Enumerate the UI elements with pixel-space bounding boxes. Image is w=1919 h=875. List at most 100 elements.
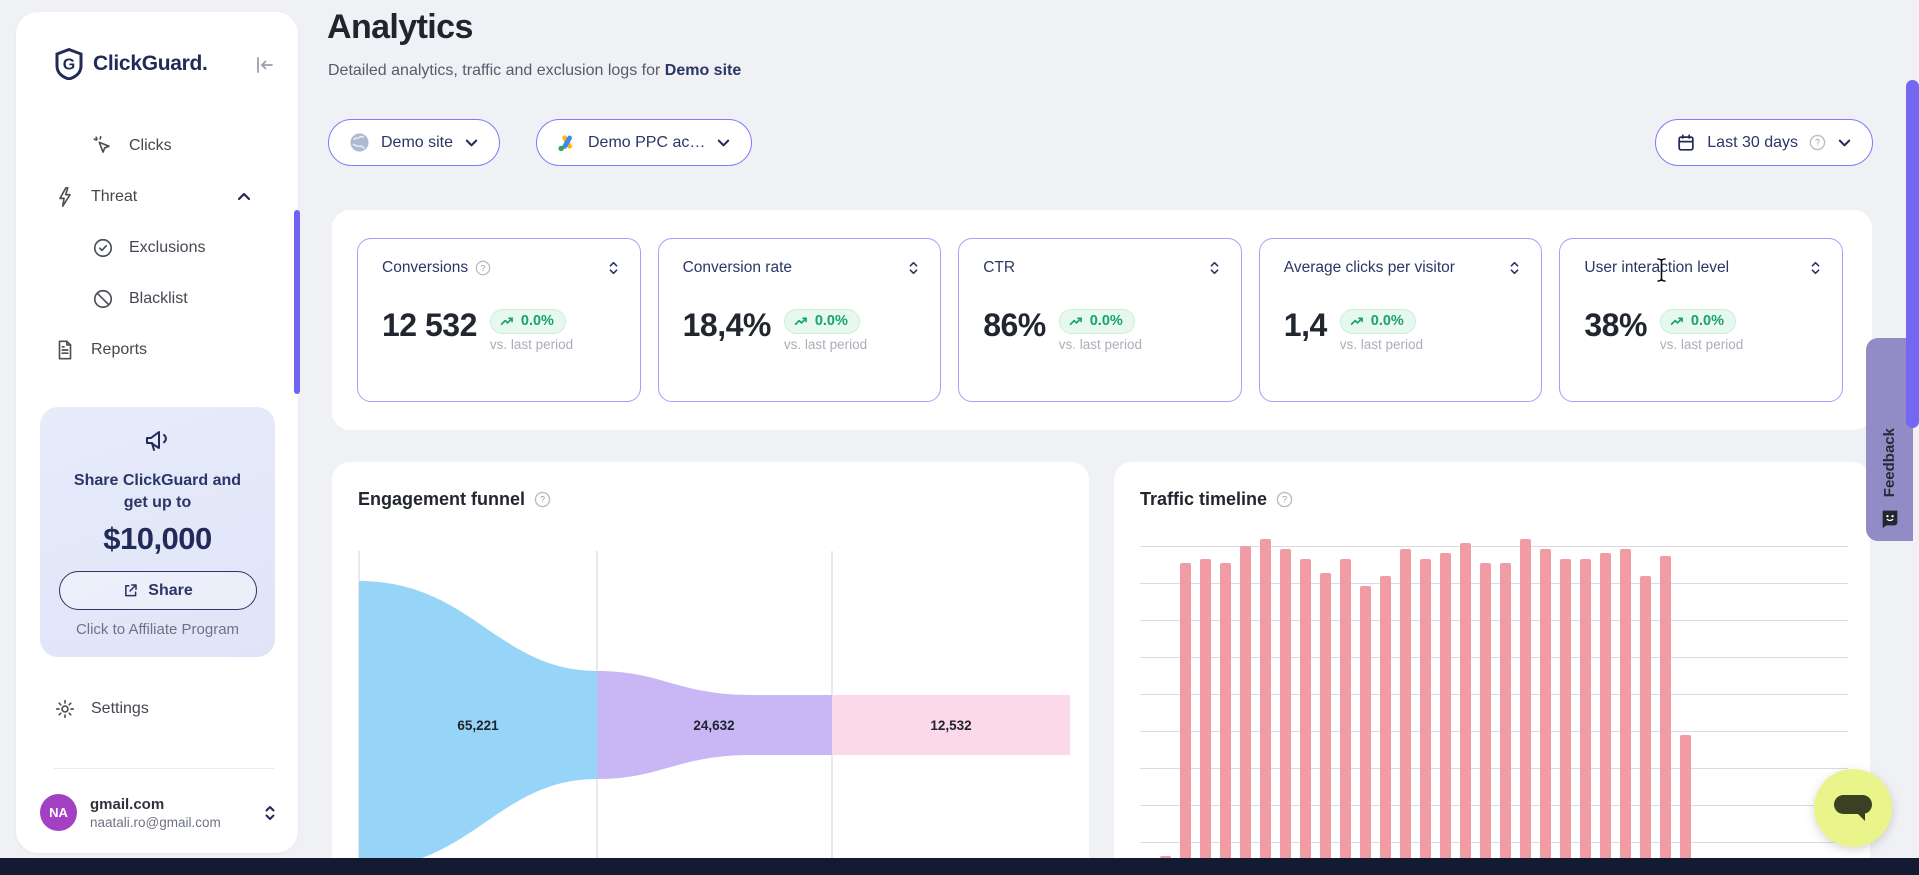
svg-text:G: G (63, 57, 75, 74)
account-switcher[interactable]: NA gmail.com naatali.ro@gmail.com (40, 794, 278, 831)
site-filter-dropdown[interactable]: Demo site (328, 119, 501, 166)
kpi-label: Conversions (382, 259, 469, 276)
chart-title: Engagement funnel (358, 489, 526, 509)
kpi-compare: vs. last period (489, 337, 574, 352)
sidebar-scroll-indicator[interactable] (294, 210, 300, 394)
user-email: naatali.ro@gmail.com (90, 814, 221, 830)
svg-text:?: ? (1282, 495, 1287, 505)
help-icon[interactable]: ? (475, 260, 491, 276)
trend-up-icon (1670, 316, 1685, 327)
svg-text:?: ? (1815, 138, 1820, 148)
metric-selector-icon[interactable] (907, 260, 920, 276)
sidebar: G ClickGuard. Clicks (16, 12, 300, 853)
gridline (1140, 583, 1848, 584)
engagement-funnel-card: Engagement funnel ? 65,221 24,632 12,532 (332, 462, 1089, 875)
chevron-up-icon[interactable] (236, 189, 252, 205)
funnel-segment-1[interactable] (359, 581, 597, 869)
kpi-value: 18,4% (682, 307, 772, 343)
funnel-chart: 65,221 24,632 12,532 (358, 551, 1070, 875)
share-button[interactable]: Share (58, 571, 257, 611)
kpi-compare: vs. last period (1659, 337, 1744, 352)
globe-icon (349, 132, 370, 153)
kpi-value: 86% (983, 307, 1046, 343)
traffic-bar (1300, 559, 1311, 875)
clickguard-shield-icon: G (54, 48, 84, 80)
sidebar-collapse-icon[interactable] (252, 52, 278, 78)
kpi-value: 38% (1584, 307, 1647, 343)
text-cursor (1656, 257, 1667, 283)
traffic-bar (1400, 549, 1411, 875)
metric-selector-icon[interactable] (1508, 260, 1521, 276)
promo-text: Share ClickGuard and get up to (73, 472, 242, 511)
chat-launcher-button[interactable] (1814, 769, 1892, 847)
sidebar-item-blacklist[interactable]: Blacklist (16, 273, 298, 324)
metric-selector-icon[interactable] (1208, 260, 1221, 276)
change-badge: 0.0% (1058, 309, 1135, 334)
ppc-account-value: Demo PPC ac… (588, 133, 706, 151)
gridline (1140, 842, 1848, 843)
sidebar-item-exclusions[interactable]: Exclusions (16, 222, 298, 273)
help-icon[interactable]: ? (1276, 491, 1293, 508)
traffic-bar (1460, 542, 1471, 875)
kpi-label: Average clicks per visitor (1283, 259, 1455, 276)
traffic-bar (1220, 562, 1231, 875)
affiliate-link[interactable]: Click to Affiliate Program (75, 621, 240, 639)
sidebar-item-threat[interactable]: Threat (16, 171, 298, 222)
metric-selector-icon[interactable] (607, 260, 620, 276)
date-range-dropdown[interactable]: Last 30 days ? (1655, 119, 1873, 166)
external-link-icon (122, 582, 139, 599)
gridline (1140, 805, 1848, 806)
traffic-chart (1140, 539, 1848, 875)
trend-up-icon (500, 316, 515, 327)
traffic-bar (1280, 549, 1291, 875)
ban-icon (92, 288, 114, 310)
kpi-card-conversions: Conversions ? 12 532 0.0% v (357, 238, 641, 402)
kpi-card-avg-clicks: Average clicks per visitor 1,4 0.0% vs. … (1258, 238, 1543, 402)
feedback-tab[interactable]: Feedback (1866, 338, 1913, 541)
bolt-icon (54, 186, 76, 208)
trend-up-icon (794, 316, 809, 327)
kpi-delta: 0.0% vs. last period (1339, 309, 1423, 352)
page-scrollbar-thumb[interactable] (1906, 80, 1919, 428)
gridline (1140, 546, 1848, 547)
cursor-click-icon (92, 135, 114, 157)
sidebar-item-clicks[interactable]: Clicks (16, 120, 298, 171)
traffic-bar (1540, 549, 1551, 875)
funnel-segment-3[interactable] (832, 695, 1070, 755)
ppc-account-dropdown[interactable]: Demo PPC ac… (536, 119, 753, 166)
help-icon[interactable]: ? (534, 491, 551, 508)
kpi-label: User interaction level (1584, 259, 1730, 276)
traffic-bar (1180, 562, 1191, 875)
traffic-bar (1500, 562, 1511, 875)
sidebar-item-settings[interactable]: Settings (54, 698, 149, 720)
traffic-bar (1240, 546, 1251, 875)
traffic-bar (1600, 552, 1611, 875)
help-icon[interactable]: ? (1809, 134, 1826, 151)
subtitle-site-name: Demo site (664, 62, 742, 79)
avatar: NA (40, 794, 77, 831)
traffic-bar (1320, 572, 1331, 875)
funnel-segment-2[interactable] (597, 671, 832, 779)
kpi-value: 1,4 (1283, 307, 1327, 343)
google-ads-icon (557, 133, 577, 153)
traffic-bar (1480, 562, 1491, 875)
trend-up-icon (1069, 316, 1084, 327)
affiliate-promo-card: Share ClickGuard and get up to $10,000 S… (40, 407, 275, 657)
kpi-panel: Conversions ? 12 532 0.0% v (332, 210, 1872, 430)
change-badge: 0.0% (1339, 309, 1416, 334)
brand-name: ClickGuard. (93, 52, 208, 75)
chart-title: Traffic timeline (1140, 489, 1268, 509)
chat-bubble-icon (1831, 790, 1875, 826)
change-badge: 0.0% (489, 309, 566, 334)
kpi-compare: vs. last period (1058, 337, 1143, 352)
metric-selector-icon[interactable] (1809, 260, 1822, 276)
kpi-delta: 0.0% vs. last period (783, 309, 867, 352)
funnel-value-label: 24,632 (693, 718, 734, 733)
traffic-bar (1420, 559, 1431, 875)
brand-logo: G ClickGuard. (54, 48, 208, 80)
unfold-icon (262, 804, 278, 822)
traffic-bar (1580, 559, 1591, 875)
feedback-label: Feedback (1881, 427, 1898, 497)
traffic-bar (1620, 549, 1631, 875)
sidebar-item-reports[interactable]: Reports (16, 324, 298, 375)
